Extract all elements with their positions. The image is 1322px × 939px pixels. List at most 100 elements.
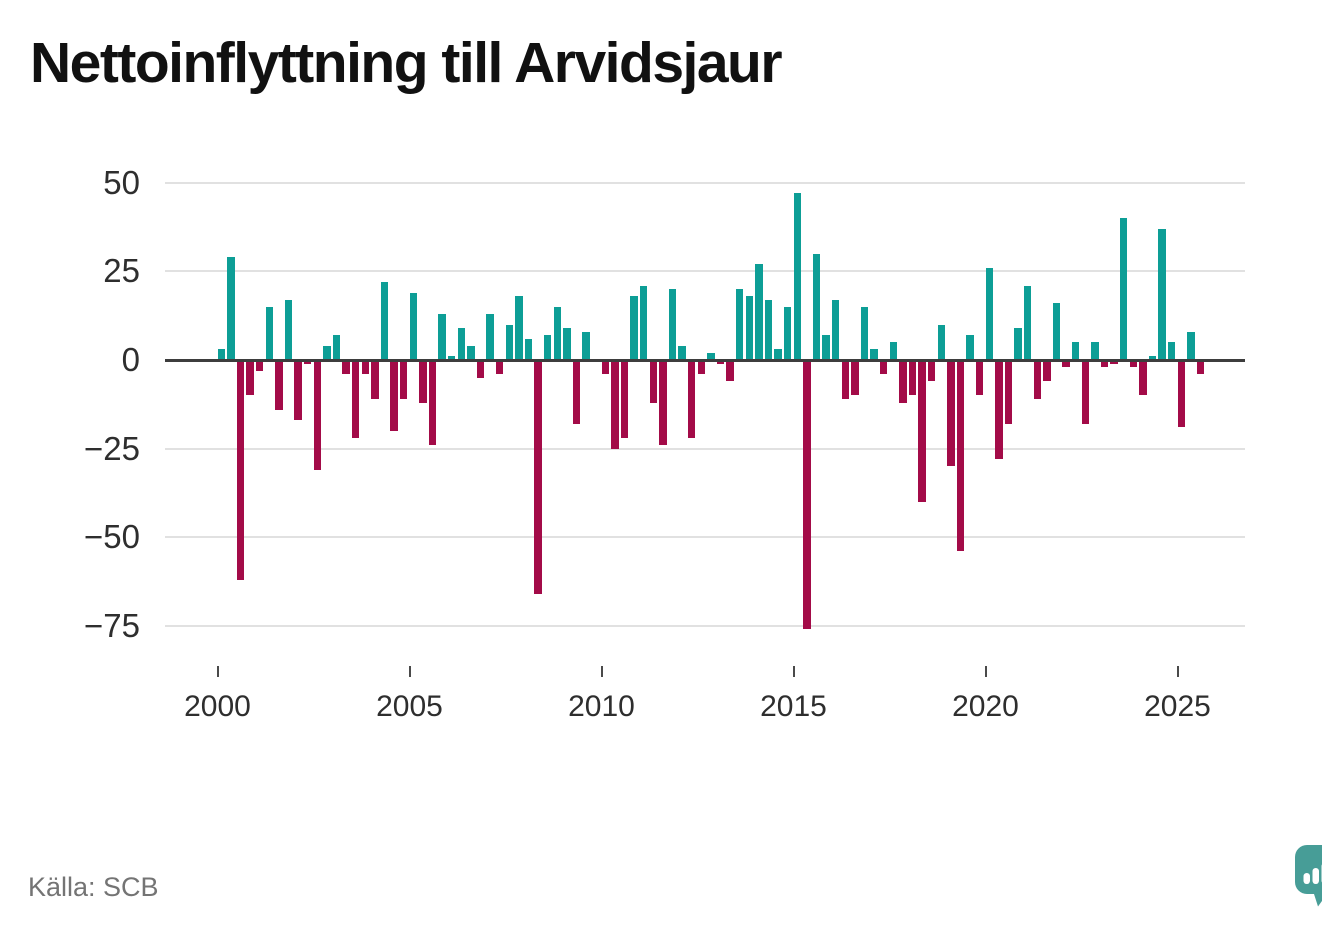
bar <box>361 360 370 375</box>
bar <box>745 296 754 360</box>
bar <box>803 360 811 630</box>
bar <box>707 352 715 360</box>
x-tick-mark <box>1176 666 1179 677</box>
bar <box>1091 342 1099 360</box>
bar <box>438 313 446 360</box>
bar <box>812 253 821 360</box>
gridline <box>165 536 1245 539</box>
bar <box>764 299 773 360</box>
bar <box>687 360 696 438</box>
bar <box>908 360 917 396</box>
y-tick-label: −75 <box>84 606 140 644</box>
bar <box>899 360 907 403</box>
bar <box>1129 360 1138 368</box>
x-tick-mark <box>216 666 219 677</box>
bar <box>524 338 533 360</box>
bar <box>582 331 590 360</box>
bar <box>303 360 312 364</box>
bar <box>428 360 437 446</box>
source-note: Källa: SCB <box>28 872 159 902</box>
bar <box>1062 360 1070 368</box>
bar <box>1158 228 1166 360</box>
bar <box>1071 342 1080 360</box>
bar <box>860 306 869 360</box>
bar <box>649 360 658 403</box>
bar <box>716 360 725 364</box>
bar <box>1033 360 1042 399</box>
bar <box>601 360 610 375</box>
bar <box>284 299 293 360</box>
bar <box>342 360 350 375</box>
bar <box>995 360 1003 460</box>
bar <box>822 335 830 360</box>
x-tick-label: 2020 <box>952 690 1019 723</box>
bar <box>639 285 648 360</box>
bar <box>390 360 398 431</box>
bar <box>879 360 888 375</box>
bar <box>975 360 984 396</box>
bar <box>217 349 226 360</box>
y-tick-label: −50 <box>84 518 140 556</box>
bar <box>755 264 763 360</box>
bar <box>956 360 965 552</box>
bar <box>447 356 456 360</box>
bar <box>630 296 638 360</box>
gridline <box>165 270 1245 273</box>
x-tick-label: 2005 <box>376 690 443 723</box>
bar <box>332 335 341 360</box>
bar <box>793 193 802 360</box>
bar <box>543 335 552 360</box>
bar <box>563 328 571 360</box>
bar <box>611 360 619 449</box>
bar <box>927 360 936 382</box>
bar <box>678 345 686 360</box>
bar <box>313 360 322 470</box>
bar <box>966 335 974 360</box>
bar <box>515 296 523 360</box>
x-tick-mark <box>792 666 795 677</box>
bar <box>236 360 245 580</box>
x-tick-mark <box>600 666 603 677</box>
bar <box>735 289 744 360</box>
x-tick-mark <box>408 666 411 677</box>
y-tick-label: 25 <box>103 252 140 290</box>
bar <box>246 360 254 396</box>
x-tick-label: 2000 <box>184 690 251 723</box>
bar <box>553 306 562 360</box>
y-tick-label: 50 <box>103 163 140 201</box>
bar <box>495 360 504 375</box>
bar <box>668 289 677 360</box>
bar <box>985 267 994 360</box>
bar <box>620 360 629 438</box>
bar <box>323 345 331 360</box>
x-tick-label: 2025 <box>1144 690 1211 723</box>
bar <box>380 282 389 360</box>
bar <box>1187 331 1195 360</box>
bar <box>457 328 466 360</box>
y-tick-label: −25 <box>84 429 140 467</box>
bar <box>918 360 926 502</box>
bar <box>255 360 264 371</box>
x-tick-label: 2015 <box>760 690 827 723</box>
bar <box>371 360 379 399</box>
bar <box>697 360 706 375</box>
bar <box>659 360 667 446</box>
bar <box>572 360 581 424</box>
zero-axis-line <box>165 358 1245 362</box>
gridline <box>165 181 1245 184</box>
bar <box>351 360 360 438</box>
bar <box>1014 328 1022 360</box>
bar <box>1043 360 1051 382</box>
bar <box>419 360 427 403</box>
gridline <box>165 447 1245 450</box>
bar <box>870 349 878 360</box>
bar <box>1100 360 1109 368</box>
bar <box>783 306 792 360</box>
bar <box>505 324 514 360</box>
x-tick-mark <box>984 666 987 677</box>
bar <box>294 360 302 421</box>
bar <box>937 324 946 360</box>
bar <box>1119 218 1128 360</box>
bar <box>726 360 734 382</box>
bar <box>265 306 274 360</box>
